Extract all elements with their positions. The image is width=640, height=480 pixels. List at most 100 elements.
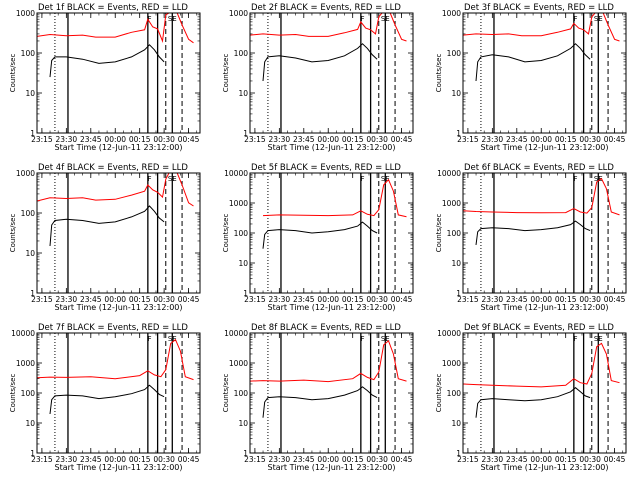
x-axis-label: Start Time (12-Jun-11 23:12:00): [268, 463, 396, 472]
marker-label: SE: [594, 335, 603, 343]
x-tick-label: 00:45: [178, 455, 200, 464]
x-tick-label: 00:00: [104, 135, 126, 144]
x-axis-label: Start Time (12-Jun-11 23:12:00): [55, 143, 183, 152]
x-axis-label: Start Time (12-Jun-11 23:12:00): [55, 303, 183, 312]
x-tick-label: 00:15: [129, 455, 151, 464]
panel-title: Det 9f BLACK = Events, RED = LLD: [464, 323, 614, 333]
x-tick-label: 23:45: [506, 295, 528, 304]
x-tick-label: 23:30: [482, 455, 504, 464]
x-tick-label: 23:30: [269, 455, 291, 464]
marker-label: SE: [381, 335, 390, 343]
y-tick-label: 1: [30, 449, 35, 458]
panel-title: Det 4f BLACK = Events, RED = LLD: [38, 163, 188, 173]
panel-8: Det 8f BLACK = Events, RED = LLD Counts/s…: [222, 323, 414, 472]
series-line-red: [262, 178, 407, 218]
y-tick-label: 10000: [11, 329, 35, 338]
marker-label: F: [360, 335, 364, 343]
plot-frame: [249, 12, 414, 134]
marker-label: F: [573, 15, 577, 23]
series-line-red: [463, 13, 620, 42]
x-axis-label: Start Time (12-Jun-11 23:12:00): [55, 463, 183, 472]
x-tick-label: 00:30: [579, 455, 601, 464]
x-tick-label: 00:15: [555, 135, 577, 144]
y-tick-label: 1000: [442, 9, 461, 18]
x-tick-label: 23:45: [293, 455, 315, 464]
x-tick-label: 23:45: [506, 135, 528, 144]
x-tick-label: 00:00: [530, 455, 552, 464]
x-tick-label: 00:15: [129, 295, 151, 304]
plot-frame: [36, 172, 201, 294]
y-tick-label: 10: [451, 419, 461, 428]
plot-frame: [36, 332, 201, 454]
y-tick-label: 1000: [16, 9, 35, 18]
x-tick-label: 23:45: [506, 455, 528, 464]
y-tick-label: 10: [238, 419, 248, 428]
y-tick-label: 10000: [224, 169, 248, 178]
x-tick-label: 00:45: [178, 295, 200, 304]
x-tick-label: 00:45: [604, 295, 626, 304]
y-tick-label: 10: [451, 259, 461, 268]
x-tick-label: 23:15: [244, 135, 266, 144]
x-tick-label: 00:00: [530, 135, 552, 144]
x-tick-label: 00:45: [391, 295, 413, 304]
y-tick-label: 1: [456, 289, 461, 298]
x-tick-label: 23:45: [293, 135, 315, 144]
x-tick-label: 00:30: [153, 455, 175, 464]
x-tick-label: 00:15: [342, 295, 364, 304]
x-tick-label: 00:00: [317, 295, 339, 304]
marker-label: F: [573, 335, 577, 343]
y-tick-label: 10: [451, 89, 461, 98]
y-axis-label: Counts/sec: [435, 214, 443, 253]
marker-label: SE: [594, 15, 603, 23]
series-line-red: [37, 338, 194, 381]
panel-7: Det 7f BLACK = Events, RED = LLD Counts/s…: [9, 323, 201, 472]
x-tick-label: 23:30: [56, 135, 78, 144]
x-tick-label: 23:30: [482, 135, 504, 144]
y-tick-label: 100: [21, 209, 36, 218]
panel-9: Det 9f BLACK = Events, RED = LLD Counts/s…: [435, 323, 627, 472]
x-tick-label: 00:45: [391, 135, 413, 144]
panel-5: Det 5f BLACK = Events, RED = LLD Counts/s…: [222, 163, 414, 312]
x-tick-label: 00:00: [104, 295, 126, 304]
panel-title: Det 2f BLACK = Events, RED = LLD: [251, 3, 401, 13]
y-tick-label: 1000: [229, 9, 248, 18]
y-tick-label: 10: [25, 89, 35, 98]
series-line-black: [475, 220, 591, 245]
marker-label: F: [147, 335, 151, 343]
x-axis-label: Start Time (12-Jun-11 23:12:00): [268, 303, 396, 312]
y-axis-label: Counts/sec: [9, 214, 17, 253]
x-tick-label: 00:15: [555, 295, 577, 304]
y-tick-label: 100: [21, 49, 36, 58]
y-tick-label: 10000: [224, 329, 248, 338]
x-tick-label: 00:15: [342, 455, 364, 464]
x-tick-label: 00:30: [579, 295, 601, 304]
y-tick-label: 100: [21, 389, 36, 398]
marker-label: F: [147, 15, 151, 23]
x-tick-label: 00:30: [153, 135, 175, 144]
x-tick-label: 00:30: [366, 135, 388, 144]
x-tick-label: 00:15: [555, 455, 577, 464]
y-axis-label: Counts/sec: [9, 54, 17, 93]
panel-2: Det 2f BLACK = Events, RED = LLD Counts/s…: [222, 3, 414, 152]
x-tick-label: 00:45: [391, 455, 413, 464]
x-tick-label: 23:15: [457, 455, 479, 464]
y-tick-label: 1000: [442, 359, 461, 368]
series-line-black: [475, 43, 591, 82]
y-tick-label: 10: [238, 259, 248, 268]
panel-4: Det 4f BLACK = Events, RED = LLD Counts/s…: [9, 163, 201, 312]
x-tick-label: 23:45: [80, 455, 102, 464]
y-tick-label: 1000: [16, 359, 35, 368]
x-tick-label: 00:45: [604, 455, 626, 464]
x-tick-label: 23:15: [457, 295, 479, 304]
y-axis-label: Counts/sec: [435, 374, 443, 413]
plot-frame: [249, 172, 414, 294]
marker-label: F: [573, 175, 577, 183]
marker-label: F: [360, 175, 364, 183]
series-line-red: [250, 339, 407, 383]
y-tick-label: 1000: [16, 169, 35, 178]
x-tick-label: 00:00: [104, 455, 126, 464]
y-tick-label: 1: [243, 129, 248, 138]
y-axis-label: Counts/sec: [435, 54, 443, 93]
x-tick-label: 00:00: [317, 455, 339, 464]
y-axis-label: Counts/sec: [222, 54, 230, 93]
